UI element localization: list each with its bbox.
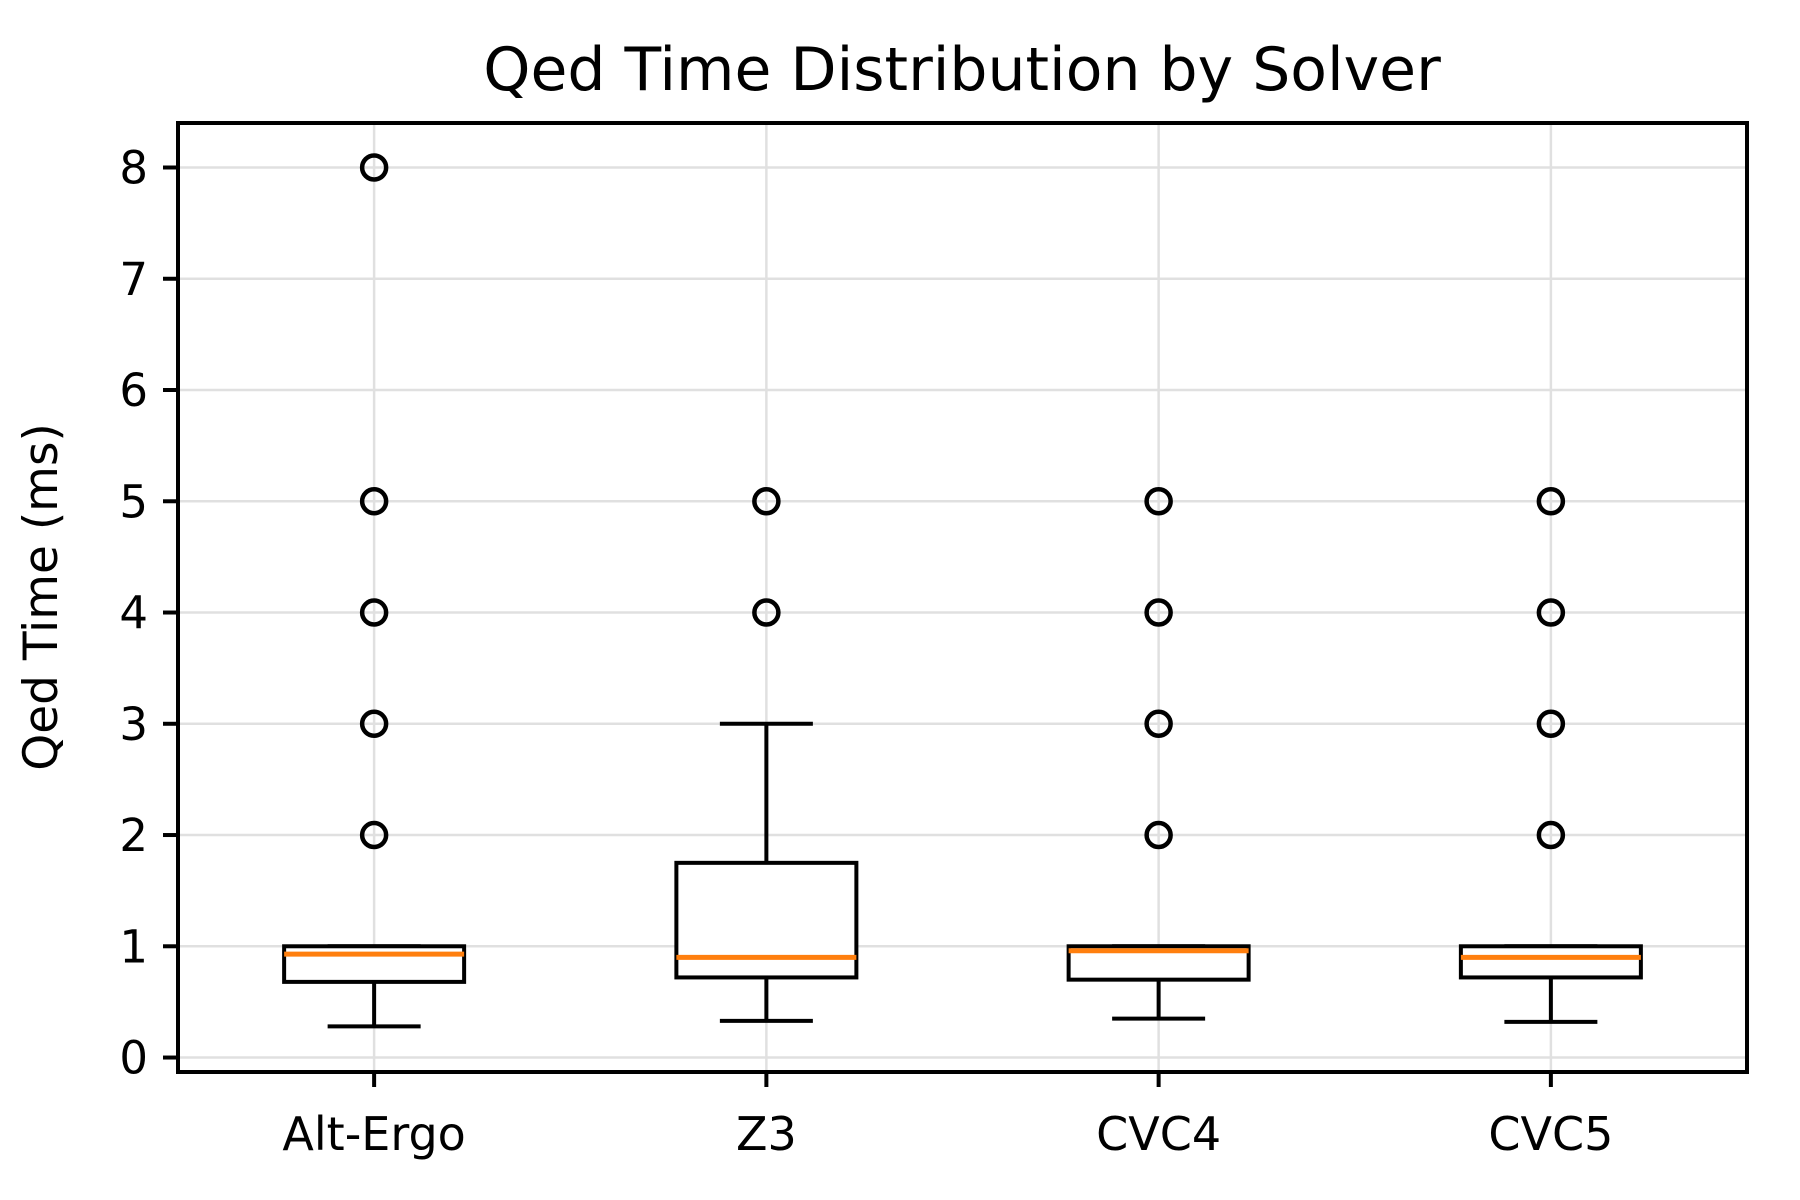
- box-group-cvc4: [1066, 487, 1251, 1021]
- y-tick-label: 0: [119, 1032, 148, 1085]
- box-group-alt-ergo: [282, 153, 467, 1029]
- x-tick-label: Z3: [736, 1107, 797, 1161]
- x-tick-label: CVC5: [1488, 1107, 1613, 1161]
- y-tick-label: 3: [119, 698, 148, 751]
- outlier-point: [359, 820, 389, 850]
- outlier-point: [359, 487, 389, 516]
- y-tick-label: 4: [119, 587, 148, 640]
- outlier-point: [1144, 487, 1173, 516]
- outlier-point: [1536, 820, 1566, 850]
- x-tick-label: CVC4: [1096, 1107, 1221, 1161]
- y-tick-label: 5: [119, 475, 148, 528]
- grid-layer: [178, 123, 1747, 1072]
- outlier-point: [752, 598, 781, 627]
- y-tick-label: 8: [119, 142, 148, 195]
- y-tick-label: 6: [119, 364, 148, 417]
- y-axis-label: Qed Time (ms): [14, 423, 69, 771]
- iqr-box: [674, 860, 859, 980]
- outlier-point: [752, 487, 781, 516]
- outlier-point: [1144, 598, 1173, 627]
- outlier-point: [359, 709, 389, 739]
- outlier-point: [1144, 820, 1173, 850]
- box-group-cvc5: [1458, 487, 1643, 1024]
- box-series-layer: [282, 153, 1643, 1029]
- y-tick-label: 7: [119, 253, 148, 306]
- box-group-z3: [674, 487, 859, 1023]
- y-tick-label: 2: [119, 809, 148, 862]
- chart-title: Qed Time Distribution by Solver: [483, 35, 1441, 105]
- outlier-point: [359, 153, 389, 182]
- x-tick-label: Alt-Ergo: [282, 1107, 465, 1161]
- axis-layer: 0 1 2 3 4 5 6 7 8 Alt-Ergo Z3 CVC4 CVC5: [119, 121, 1749, 1161]
- outlier-point: [1536, 709, 1566, 739]
- outlier-point: [1536, 487, 1566, 516]
- y-tick-label: 1: [119, 920, 148, 973]
- plot-border: [176, 121, 1749, 1074]
- outlier-point: [1144, 709, 1173, 739]
- outlier-point: [359, 598, 389, 627]
- iqr-box: [1458, 944, 1643, 980]
- outlier-point: [1536, 598, 1566, 627]
